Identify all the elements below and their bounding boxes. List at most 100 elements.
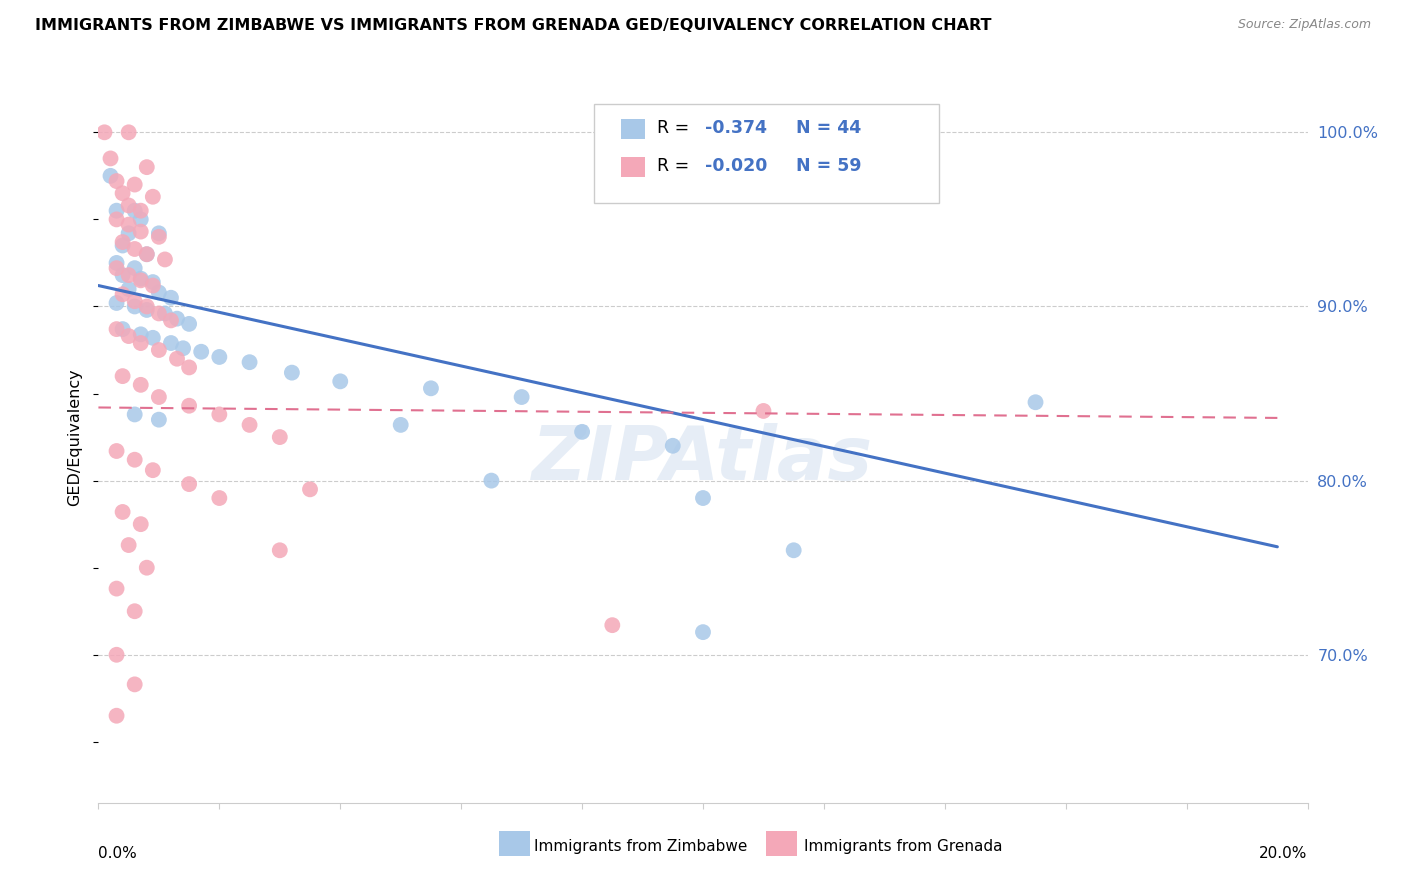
Text: Immigrants from Grenada: Immigrants from Grenada	[804, 839, 1002, 854]
Point	[142, 275, 165, 289]
Point	[179, 399, 201, 413]
Point	[179, 477, 201, 491]
Point	[105, 648, 128, 662]
Point	[752, 404, 775, 418]
Point	[142, 278, 165, 293]
Text: -0.020: -0.020	[706, 157, 768, 175]
Point	[105, 212, 128, 227]
Point	[208, 491, 231, 505]
Point	[118, 538, 141, 552]
Point	[148, 229, 170, 244]
Point	[105, 174, 128, 188]
Point	[166, 311, 188, 326]
Point	[100, 169, 122, 183]
Point	[602, 618, 624, 632]
Point	[129, 225, 152, 239]
Point	[118, 268, 141, 282]
Point	[281, 366, 304, 380]
Point	[208, 408, 231, 422]
Point	[239, 355, 262, 369]
Point	[208, 350, 231, 364]
Point	[129, 273, 152, 287]
Point	[100, 152, 122, 166]
Point	[148, 412, 170, 426]
Point	[420, 381, 443, 395]
Point	[239, 417, 262, 432]
Point	[124, 203, 146, 218]
Point	[124, 604, 146, 618]
Point	[105, 203, 128, 218]
Point	[692, 491, 714, 505]
Point	[129, 336, 152, 351]
Text: R =: R =	[657, 157, 695, 175]
Point	[153, 252, 176, 267]
Point	[129, 212, 152, 227]
FancyBboxPatch shape	[595, 104, 939, 203]
Point	[118, 198, 141, 212]
Point	[172, 341, 194, 355]
Point	[105, 261, 128, 276]
Point	[124, 452, 146, 467]
Point	[160, 291, 183, 305]
Y-axis label: GED/Equivalency: GED/Equivalency	[67, 368, 83, 506]
Text: -0.374: -0.374	[706, 119, 768, 136]
Point	[118, 218, 141, 232]
Point	[124, 300, 146, 314]
Point	[148, 285, 170, 300]
Point	[148, 306, 170, 320]
Point	[111, 287, 134, 301]
Point	[179, 360, 201, 375]
Point	[135, 560, 157, 574]
Text: ZIPAtlas: ZIPAtlas	[533, 423, 873, 496]
Point	[179, 317, 201, 331]
Point	[148, 343, 170, 357]
Point	[135, 300, 157, 314]
Point	[124, 294, 146, 309]
Point	[124, 242, 146, 256]
Point	[111, 505, 134, 519]
Text: 20.0%: 20.0%	[1260, 847, 1308, 862]
Point	[118, 329, 141, 343]
Text: R =: R =	[657, 119, 695, 136]
Point	[142, 331, 165, 345]
Text: Immigrants from Zimbabwe: Immigrants from Zimbabwe	[534, 839, 748, 854]
Text: N = 59: N = 59	[796, 157, 862, 175]
Point	[129, 327, 152, 342]
Point	[129, 203, 152, 218]
Point	[111, 369, 134, 384]
Point	[142, 463, 165, 477]
Point	[129, 517, 152, 532]
Point	[571, 425, 593, 439]
Point	[118, 282, 141, 296]
Point	[105, 708, 128, 723]
Point	[129, 271, 152, 285]
Point	[389, 417, 412, 432]
Point	[510, 390, 533, 404]
Point	[124, 178, 146, 192]
Text: N = 44: N = 44	[796, 119, 862, 136]
Point	[129, 377, 152, 392]
Point	[105, 444, 128, 458]
Point	[481, 474, 503, 488]
Point	[148, 390, 170, 404]
Bar	[621, 157, 645, 178]
Point	[160, 336, 183, 351]
Point	[118, 125, 141, 139]
Text: 0.0%: 0.0%	[98, 847, 138, 862]
Point	[124, 261, 146, 276]
Point	[111, 322, 134, 336]
Point	[142, 190, 165, 204]
Point	[269, 430, 291, 444]
Point	[135, 302, 157, 317]
Point	[783, 543, 806, 558]
Point	[329, 375, 352, 389]
Point	[111, 268, 134, 282]
Point	[662, 439, 685, 453]
Point	[135, 160, 157, 174]
Point	[166, 351, 188, 366]
Point	[1024, 395, 1046, 409]
Point	[299, 483, 322, 497]
Point	[105, 296, 128, 310]
Point	[105, 322, 128, 336]
Text: IMMIGRANTS FROM ZIMBABWE VS IMMIGRANTS FROM GRENADA GED/EQUIVALENCY CORRELATION : IMMIGRANTS FROM ZIMBABWE VS IMMIGRANTS F…	[35, 18, 991, 33]
